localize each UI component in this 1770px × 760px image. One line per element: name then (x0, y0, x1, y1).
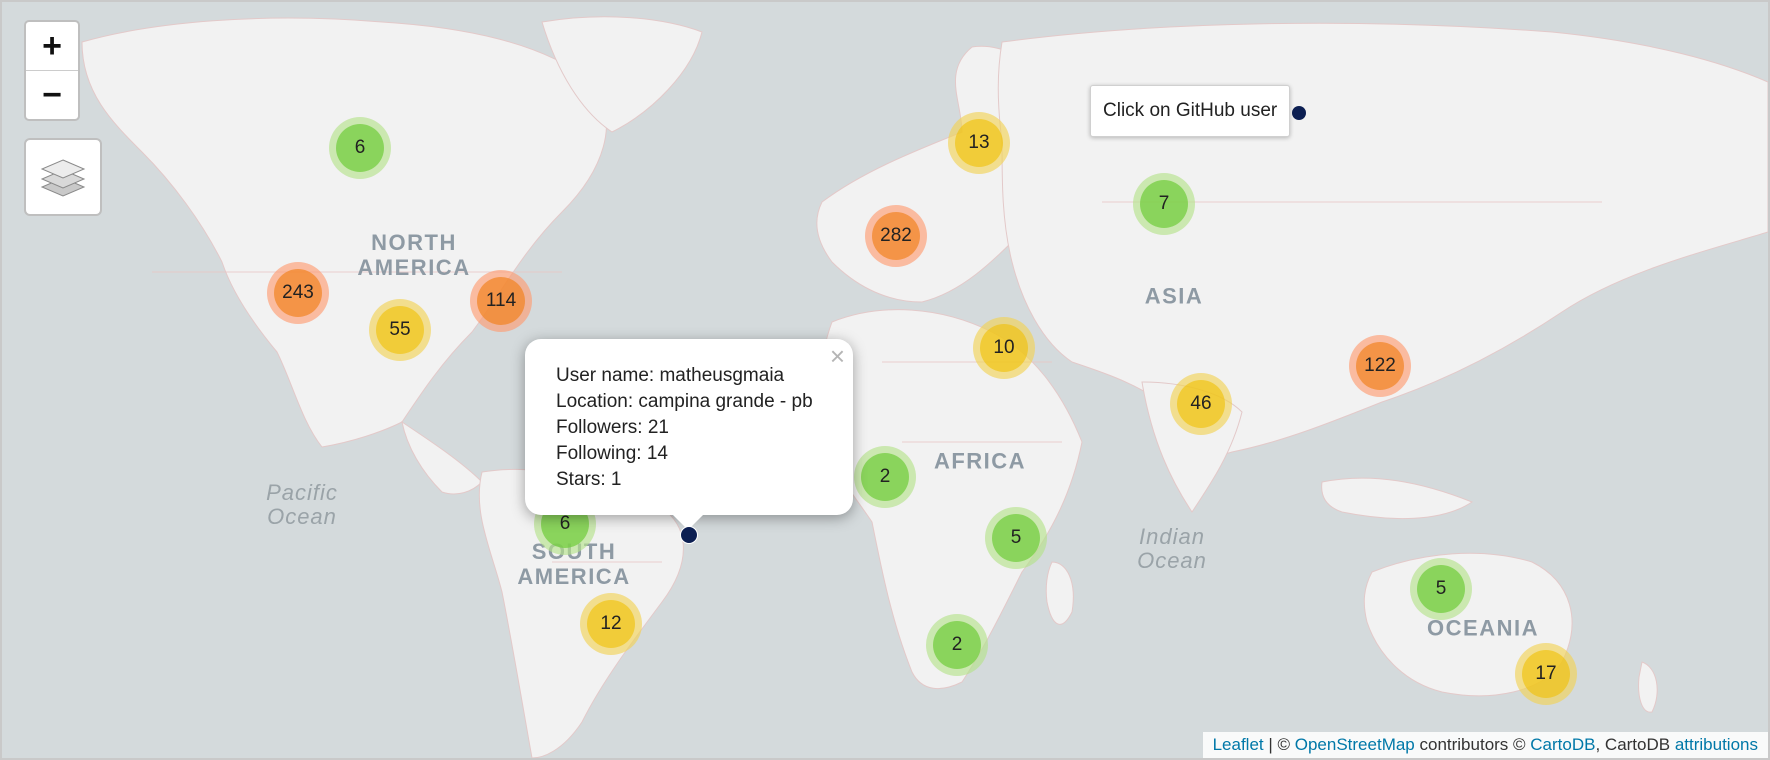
cluster-marker[interactable]: 10 (973, 317, 1035, 379)
openstreetmap-link[interactable]: OpenStreetMap (1294, 735, 1415, 754)
user-marker[interactable] (1292, 106, 1306, 120)
cluster-marker[interactable]: 243 (267, 262, 329, 324)
popup-content: User name: matheusgmaia Location: campin… (556, 363, 813, 493)
user-popup: × User name: matheusgmaia Location: camp… (525, 339, 853, 515)
popup-following: Following: 14 (556, 443, 668, 464)
cluster-marker[interactable]: 17 (1515, 643, 1577, 705)
cluster-count: 55 (376, 306, 424, 354)
landmass-north-america (81, 17, 607, 448)
attribution-separator: | © (1263, 735, 1295, 754)
cluster-marker[interactable]: 122 (1349, 335, 1411, 397)
popup-user-name: User name: matheusgmaia (556, 365, 785, 386)
ocean-label-indian: Indian Ocean (1137, 524, 1207, 573)
cluster-count: 5 (1417, 565, 1465, 613)
landmass-new-zealand (1638, 661, 1658, 713)
landmass-madagascar (1045, 561, 1074, 625)
landmass-indonesia (1321, 477, 1474, 520)
zoom-out-button[interactable]: − (26, 70, 78, 119)
cluster-marker[interactable]: 5 (1410, 558, 1472, 620)
cluster-count: 282 (872, 212, 920, 260)
region-label-north-america: NORTH AMERICA (357, 230, 471, 280)
map-attribution: Leaflet | © OpenStreetMap contributors ©… (1202, 732, 1768, 758)
cluster-marker[interactable]: 5 (985, 507, 1047, 569)
ocean-label-pacific: Pacific Ocean (266, 480, 338, 529)
cluster-marker[interactable]: 114 (470, 270, 532, 332)
cluster-marker[interactable]: 55 (369, 299, 431, 361)
cluster-count: 114 (477, 277, 525, 325)
attributions-link[interactable]: attributions (1674, 735, 1758, 754)
cluster-marker[interactable]: 46 (1170, 373, 1232, 435)
popup-tip (668, 510, 708, 530)
region-label-africa: AFRICA (933, 448, 1027, 474)
cluster-marker[interactable]: 2 (926, 614, 988, 676)
cluster-count: 10 (980, 324, 1028, 372)
cluster-count: 46 (1177, 380, 1225, 428)
layers-control-button[interactable] (24, 138, 102, 216)
cluster-count: 6 (336, 124, 384, 172)
zoom-control: + − (24, 20, 80, 121)
attribution-text: , CartoDB (1595, 735, 1675, 754)
cartodb-link[interactable]: CartoDB (1530, 735, 1596, 754)
popup-location: Location: campina grande - pb (556, 391, 813, 412)
hover-tooltip: Click on GitHub user (1090, 85, 1291, 137)
popup-followers: Followers: 21 (556, 417, 669, 438)
cluster-marker[interactable]: 13 (948, 112, 1010, 174)
cluster-count: 2 (933, 621, 981, 669)
cluster-marker[interactable]: 2 (854, 446, 916, 508)
popup-stars: Stars: 1 (556, 469, 622, 490)
zoom-in-button[interactable]: + (42, 26, 62, 65)
cluster-count: 5 (992, 514, 1040, 562)
popup-close-button[interactable]: × (829, 341, 845, 371)
landmass-greenland (541, 16, 703, 133)
attribution-text: contributors © (1414, 735, 1531, 754)
cluster-marker[interactable]: 6 (329, 117, 391, 179)
cluster-count: 2 (861, 453, 909, 501)
cluster-marker[interactable]: 12 (580, 593, 642, 655)
layers-icon (40, 159, 86, 197)
region-label-asia: ASIA (1144, 283, 1204, 309)
cluster-count: 7 (1140, 180, 1188, 228)
user-marker[interactable] (680, 526, 698, 544)
cluster-count: 13 (955, 119, 1003, 167)
landmass-central-america (401, 420, 483, 495)
cluster-count: 12 (587, 600, 635, 648)
leaflet-link[interactable]: Leaflet (1212, 735, 1264, 754)
cluster-marker[interactable]: 282 (865, 205, 927, 267)
cluster-count: 243 (274, 269, 322, 317)
cluster-marker[interactable]: 7 (1133, 173, 1195, 235)
cluster-count: 17 (1522, 650, 1570, 698)
cluster-count: 122 (1356, 342, 1404, 390)
